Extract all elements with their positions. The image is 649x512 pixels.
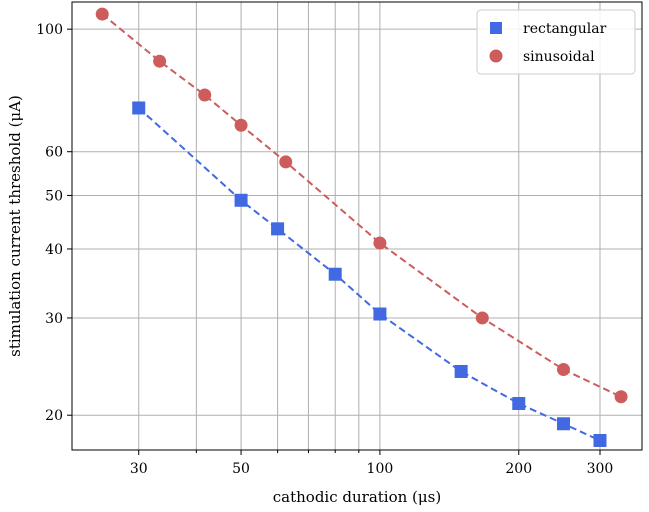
data-point-sinusoidal xyxy=(198,88,212,102)
data-point-rectangular xyxy=(512,397,526,411)
x-tick-label: 30 xyxy=(130,461,148,477)
legend-label-sinusoidal: sinusoidal xyxy=(523,49,595,65)
y-axis-label: stimulation current threshold (μA) xyxy=(6,95,24,357)
x-axis-label: cathodic duration (μs) xyxy=(273,488,441,506)
data-point-rectangular xyxy=(132,101,146,115)
legend-label-rectangular: rectangular xyxy=(523,21,607,37)
data-point-rectangular xyxy=(373,307,387,321)
y-tick-label: 100 xyxy=(36,22,63,38)
x-tick-label: 200 xyxy=(505,461,532,477)
legend: rectangular sinusoidal xyxy=(476,9,636,75)
data-point-sinusoidal xyxy=(95,7,109,21)
data-point-sinusoidal xyxy=(279,155,293,169)
series-markers xyxy=(95,7,628,447)
y-tick-label: 50 xyxy=(45,188,63,204)
x-tick-label: 100 xyxy=(367,461,394,477)
data-point-sinusoidal xyxy=(556,362,570,376)
plot-frame xyxy=(71,1,643,451)
x-tick-label: 300 xyxy=(587,461,614,477)
series-line-rectangular xyxy=(138,107,601,442)
legend-marker-rectangular xyxy=(490,22,502,34)
legend-marker-sinusoidal xyxy=(489,49,503,63)
data-point-rectangular xyxy=(454,364,468,378)
data-point-sinusoidal xyxy=(614,390,628,404)
series-lines xyxy=(101,13,622,442)
data-point-rectangular xyxy=(556,417,570,431)
x-tick-label: 50 xyxy=(232,461,250,477)
data-point-rectangular xyxy=(328,267,342,281)
data-point-sinusoidal xyxy=(475,311,489,325)
y-tick-label: 20 xyxy=(45,408,63,424)
data-point-rectangular xyxy=(234,193,248,207)
y-tick-label: 60 xyxy=(45,145,63,161)
data-point-sinusoidal xyxy=(373,236,387,250)
data-point-sinusoidal xyxy=(234,118,248,132)
y-tick-label: 30 xyxy=(45,311,63,327)
data-point-rectangular xyxy=(271,222,285,236)
grid xyxy=(72,2,642,450)
data-point-sinusoidal xyxy=(153,54,167,68)
y-tick-label: 40 xyxy=(45,242,63,258)
legend-box xyxy=(476,9,636,75)
axis-ticks: 30 50 100 200 300 20 30 40 50 60 100 xyxy=(36,22,613,477)
data-point-rectangular xyxy=(593,433,607,447)
